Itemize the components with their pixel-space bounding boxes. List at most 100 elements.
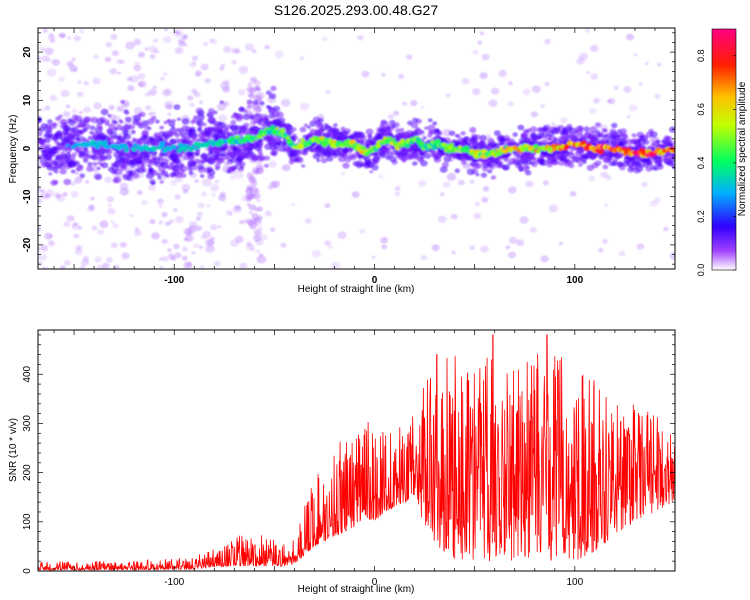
spectrogram-blob: [341, 171, 346, 175]
spectrogram-blob: [106, 145, 111, 149]
spectrogram-blob: [73, 35, 81, 42]
spectrogram-blob: [394, 151, 400, 156]
spectrogram-blob: [163, 120, 168, 125]
spectrogram-blob: [48, 172, 53, 176]
spectrogram-blob: [472, 50, 479, 55]
spectrogram-blob: [469, 179, 475, 185]
spectrogram-blob: [151, 111, 156, 116]
spectrogram-blob: [55, 116, 61, 121]
spectrogram-blob: [229, 124, 237, 131]
spectrogram-blob: [79, 29, 84, 34]
spectrogram-blob: [83, 106, 92, 113]
spectrogram-blob: [251, 213, 259, 220]
spectrogram-blob: [207, 116, 216, 124]
spectrogram-blob: [365, 139, 371, 145]
spectrogram-blob: [205, 244, 215, 253]
spectrogram-blob: [87, 161, 93, 167]
spectrogram-blob: [112, 178, 119, 184]
spectrogram-blob: [230, 175, 236, 180]
spectrogram-blob: [446, 172, 457, 181]
spectrogram-blob: [575, 157, 583, 164]
spectrogram-blob: [288, 160, 294, 165]
spectrogram-blob: [221, 147, 226, 151]
spectrogram-blob: [193, 115, 198, 119]
spectrogram-blob: [454, 168, 460, 174]
spectrogram-blob: [74, 176, 83, 184]
spectrogram-blob: [340, 126, 346, 131]
spectrogram-blob: [202, 178, 212, 187]
spectrogram-blob: [344, 128, 351, 134]
spectrogram-blob: [171, 125, 176, 129]
spectrogram-blob: [540, 255, 549, 263]
spectrogram-blob: [94, 174, 102, 180]
spectrogram-blob: [62, 192, 68, 197]
spectrogram-blob: [38, 261, 44, 267]
spectrogram-blob: [125, 116, 132, 123]
spectrogram-blob: [56, 194, 66, 202]
spectrogram-blob: [188, 147, 194, 152]
spectrogram-blob: [49, 123, 57, 129]
spectrogram-blob: [241, 219, 248, 225]
spectrogram-blob: [230, 120, 237, 125]
spectrogram-blob: [481, 148, 488, 154]
spectrogram-blob: [66, 215, 75, 222]
spectrogram-blob: [43, 133, 52, 140]
spectrogram-blob: [86, 165, 94, 172]
spectrogram-blob: [63, 259, 71, 266]
spectrogram-blob: [147, 163, 152, 168]
spectrogram-blob: [117, 71, 121, 75]
spectrogram-blob: [437, 215, 447, 223]
spectrogram-blob: [558, 160, 565, 166]
spectrogram-blob: [71, 108, 78, 114]
spectrogram-blob: [410, 100, 418, 107]
spectrogram-blob: [181, 255, 188, 261]
spectrogram-blob: [268, 160, 277, 168]
spectrogram-blob: [442, 181, 451, 188]
spectrogram-blob: [442, 128, 452, 137]
spectrogram-blob: [522, 88, 531, 96]
spectrogram-blob: [513, 152, 519, 157]
spectrogram-blob: [499, 141, 505, 146]
spectrogram-blob: [199, 265, 205, 269]
spectrogram-blob: [554, 130, 559, 134]
spectrogram-blob: [162, 35, 172, 44]
spectrogram-blob: [141, 129, 149, 136]
spectrogram-blob: [153, 49, 157, 53]
y-tick-label: -10: [22, 189, 33, 204]
spectrogram-blob: [192, 61, 197, 65]
spectrogram-blob: [280, 98, 291, 107]
spectrogram-blob: [578, 52, 588, 61]
spectrogram-blob: [149, 54, 156, 60]
spectrogram-blob: [623, 86, 632, 93]
spectrogram-blob: [169, 162, 174, 166]
spectrogram-blob: [78, 226, 83, 230]
spectrogram-blob: [167, 253, 175, 260]
spectrogram-blob: [569, 191, 577, 197]
spectrogram-blob: [197, 164, 205, 170]
spectrogram-blob: [44, 232, 53, 240]
spectrogram-blob: [441, 161, 449, 168]
spectrogram-blob: [216, 148, 222, 152]
spectrogram-blob: [611, 152, 618, 158]
spectrogram-blob: [155, 119, 160, 124]
spectrogram-blob: [175, 215, 184, 224]
spectrogram-blob: [325, 89, 331, 95]
spectrogram-blob: [132, 137, 137, 142]
spectrogram-blob: [299, 102, 310, 111]
spectrogram-blob: [231, 60, 237, 65]
spectrogram-blob: [183, 144, 190, 150]
spectrogram-blob: [115, 116, 121, 121]
spectrogram-blob: [481, 196, 489, 203]
spectrogram-blob: [498, 163, 505, 169]
y-tick-label: 0: [22, 568, 33, 574]
spectrogram-blob: [38, 131, 43, 136]
spectrogram-blob: [156, 173, 162, 177]
spectrogram-blob: [76, 165, 84, 172]
spectrogram-blob: [170, 171, 177, 177]
spectrogram-blob: [54, 139, 59, 144]
spectrogram-blob: [478, 140, 487, 148]
spectrogram-blob: [256, 249, 260, 253]
spectrogram-blob: [174, 138, 181, 144]
spectrogram-blob: [126, 175, 133, 181]
